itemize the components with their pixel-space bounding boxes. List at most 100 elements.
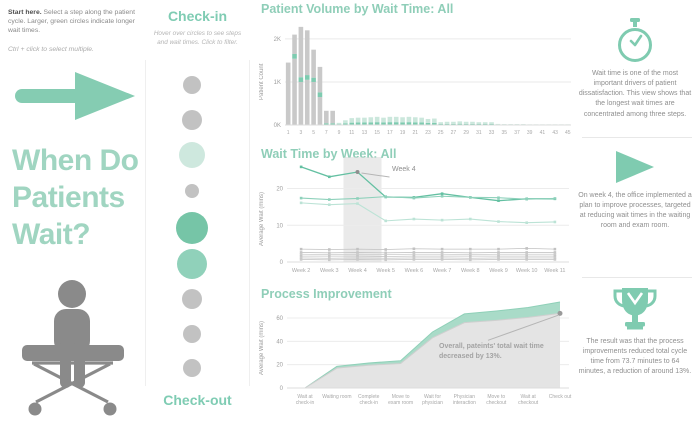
line-series-green-3[interactable]	[301, 202, 555, 224]
bar-segment[interactable]	[432, 122, 437, 125]
bar-segment[interactable]	[311, 81, 316, 125]
step-circle-3[interactable]	[179, 142, 205, 168]
bar-segment[interactable]	[317, 66, 323, 93]
bar-segment[interactable]	[438, 122, 444, 125]
bar-segment[interactable]	[419, 122, 424, 125]
bar-segment[interactable]	[298, 77, 304, 82]
bar-segment[interactable]	[336, 122, 342, 125]
bar-segment[interactable]	[362, 117, 367, 123]
area-total-wait-after[interactable]	[305, 313, 560, 388]
bar-segment[interactable]	[387, 122, 393, 125]
bar-segment[interactable]	[362, 122, 367, 125]
x-tick-label: Check out	[549, 394, 572, 400]
bar-segment[interactable]	[368, 117, 374, 123]
bar-segment[interactable]	[292, 58, 297, 125]
bar-segment[interactable]	[444, 121, 450, 124]
bar-segment[interactable]	[343, 123, 348, 125]
bar-segment[interactable]	[406, 116, 412, 123]
bar-segment[interactable]	[470, 121, 475, 124]
bar-segment[interactable]	[298, 81, 304, 125]
bar-segment[interactable]	[368, 122, 374, 125]
step-circle-1[interactable]	[183, 76, 201, 94]
bar-segment[interactable]	[489, 122, 494, 125]
bar-segment[interactable]	[381, 117, 386, 123]
bar-segment[interactable]	[304, 75, 310, 80]
bar-segment[interactable]	[412, 117, 418, 123]
bar-segment[interactable]	[317, 92, 323, 98]
line-series-green-2[interactable]	[301, 195, 555, 201]
bar-segment[interactable]	[400, 117, 405, 123]
x-tick-label: physician	[422, 400, 443, 406]
bar-segment[interactable]	[355, 117, 361, 123]
bar-segment[interactable]	[521, 124, 526, 125]
bar-segment[interactable]	[355, 122, 361, 125]
bar-segment[interactable]	[304, 30, 310, 76]
bar-segment[interactable]	[470, 123, 475, 125]
marker	[440, 247, 444, 251]
bar-segment[interactable]	[400, 122, 405, 125]
marker	[440, 194, 444, 198]
bar-segment[interactable]	[406, 122, 412, 125]
bar-segment[interactable]	[432, 118, 437, 123]
step-circle-5[interactable]	[176, 212, 208, 244]
bar-segment[interactable]	[298, 26, 304, 78]
bar-segment[interactable]	[311, 77, 316, 82]
bar-segment[interactable]	[349, 122, 355, 125]
marker	[440, 218, 444, 222]
note-result: The result was that the process improvem…	[575, 286, 695, 378]
bar-segment[interactable]	[285, 62, 291, 125]
x-tick-label: 15	[374, 130, 380, 136]
bar-segment[interactable]	[412, 122, 418, 125]
bar-segment[interactable]	[393, 116, 399, 123]
note-text: Wait time is one of the most important d…	[578, 70, 692, 118]
step-circle-9[interactable]	[183, 359, 201, 377]
bar-segment[interactable]	[349, 118, 355, 123]
marker	[469, 251, 472, 255]
bar-segment[interactable]	[501, 124, 507, 125]
line-series-gray-1[interactable]	[301, 248, 555, 250]
bar-segment[interactable]	[343, 120, 348, 124]
bar-segment[interactable]	[457, 121, 463, 124]
step-circle-7[interactable]	[182, 289, 202, 309]
marker	[328, 258, 331, 262]
bar-segment[interactable]	[419, 117, 424, 123]
step-circle-6[interactable]	[177, 249, 207, 279]
line-series-green-1[interactable]	[300, 166, 555, 202]
bar-segment[interactable]	[463, 123, 469, 125]
bar-segment[interactable]	[330, 110, 335, 124]
bar-segment[interactable]	[393, 122, 399, 125]
bar-segment[interactable]	[317, 97, 323, 125]
bar-segment[interactable]	[495, 123, 501, 125]
bar-segment[interactable]	[324, 123, 329, 125]
bar-segment[interactable]	[482, 122, 488, 125]
bar-segment[interactable]	[457, 123, 463, 125]
step-circle-4[interactable]	[185, 184, 199, 198]
bar-segment[interactable]	[374, 116, 380, 123]
bar-segment[interactable]	[463, 121, 469, 124]
bar-segment[interactable]	[476, 122, 482, 125]
bar-segment[interactable]	[387, 116, 393, 123]
step-circle-8[interactable]	[183, 325, 201, 343]
bar-segment[interactable]	[374, 122, 380, 125]
bar-segment[interactable]	[514, 124, 520, 125]
bar-segment[interactable]	[292, 53, 297, 59]
bar-segment[interactable]	[311, 49, 316, 78]
bar-segment[interactable]	[324, 110, 329, 124]
bar-segment[interactable]	[451, 121, 456, 124]
bar-segment[interactable]	[425, 118, 431, 123]
steps-circle-chart[interactable]	[145, 60, 250, 386]
line-chart-svg[interactable]: 0 10 20 Week 2 Week 3 Week 4 Week 5 Week 6 Week …	[255, 145, 575, 285]
bar-segment[interactable]	[425, 122, 431, 125]
marker	[469, 253, 472, 256]
bar-segment[interactable]	[330, 123, 335, 125]
bar-segment[interactable]	[451, 123, 456, 125]
wait-time-by-week-chart: Wait Time by Week: All Average Wait (min…	[255, 145, 575, 285]
bar-segment[interactable]	[292, 34, 297, 54]
step-circle-2[interactable]	[182, 110, 202, 130]
bar-segment[interactable]	[508, 124, 513, 125]
bar-segment[interactable]	[304, 79, 310, 125]
bar-segment[interactable]	[444, 123, 450, 125]
bar-segment[interactable]	[381, 122, 386, 125]
